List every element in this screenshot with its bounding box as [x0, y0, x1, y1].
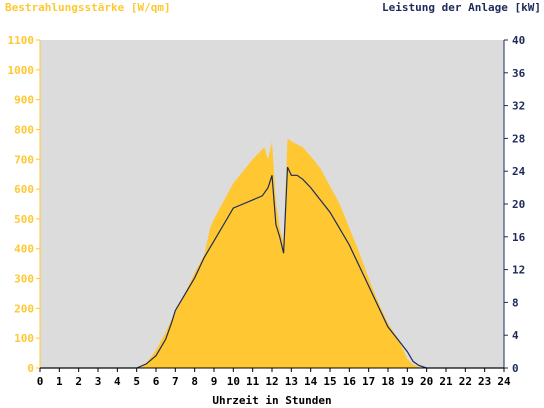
x-tick-label: 20: [420, 375, 433, 388]
right-tick-label: 32: [512, 100, 525, 113]
x-axis-title: Uhrzeit in Stunden: [212, 394, 332, 407]
left-tick-label: 300: [14, 273, 34, 286]
right-tick-label: 36: [512, 67, 526, 80]
irradiance-area-layer: [40, 138, 504, 368]
axes-layer: 0100200300400500600700800900100011000481…: [8, 34, 526, 388]
right-tick-label: 12: [512, 264, 525, 277]
power-line: [40, 166, 504, 369]
left-tick-label: 0: [27, 362, 34, 375]
x-tick-label: 8: [191, 375, 198, 388]
x-tick-label: 10: [227, 375, 240, 388]
x-tick-label: 2: [75, 375, 82, 388]
left-tick-label: 500: [14, 213, 34, 226]
x-tick-label: 24: [497, 375, 511, 388]
x-tick-label: 17: [362, 375, 375, 388]
x-tick-label: 16: [343, 375, 357, 388]
x-tick-label: 9: [211, 375, 218, 388]
right-tick-label: 28: [512, 132, 525, 145]
x-tick-label: 21: [439, 375, 453, 388]
left-tick-label: 200: [14, 302, 34, 315]
x-tick-label: 0: [37, 375, 44, 388]
left-tick-label: 800: [14, 123, 34, 136]
right-tick-label: 4: [512, 329, 519, 342]
right-tick-label: 8: [512, 296, 519, 309]
right-tick-label: 0: [512, 362, 519, 375]
right-tick-label: 16: [512, 231, 526, 244]
left-tick-label: 1000: [8, 64, 35, 77]
left-tick-label: 100: [14, 332, 34, 345]
left-axis-title: Bestrahlungsstärke [W/qm]: [5, 1, 171, 14]
x-tick-label: 5: [133, 375, 140, 388]
x-tick-label: 14: [304, 375, 318, 388]
x-tick-label: 12: [265, 375, 278, 388]
irradiance-area: [40, 138, 504, 368]
x-tick-label: 23: [478, 375, 491, 388]
x-tick-label: 7: [172, 375, 179, 388]
x-tick-label: 15: [323, 375, 336, 388]
left-tick-label: 1100: [8, 34, 35, 47]
x-tick-label: 4: [114, 375, 121, 388]
x-tick-label: 22: [459, 375, 472, 388]
x-tick-label: 11: [246, 375, 260, 388]
right-tick-label: 20: [512, 198, 525, 211]
x-tick-label: 1: [56, 375, 63, 388]
power-line-layer: [40, 166, 504, 369]
x-tick-label: 13: [285, 375, 298, 388]
x-tick-label: 6: [153, 375, 160, 388]
x-tick-label: 3: [95, 375, 102, 388]
left-tick-label: 700: [14, 153, 34, 166]
x-tick-label: 19: [401, 375, 414, 388]
right-tick-label: 40: [512, 34, 525, 47]
left-tick-label: 600: [14, 183, 34, 196]
left-tick-label: 900: [14, 94, 34, 107]
x-tick-label: 18: [381, 375, 394, 388]
right-axis-title: Leistung der Anlage [kW]: [382, 1, 541, 14]
right-tick-label: 24: [512, 165, 526, 178]
left-tick-label: 400: [14, 243, 34, 256]
